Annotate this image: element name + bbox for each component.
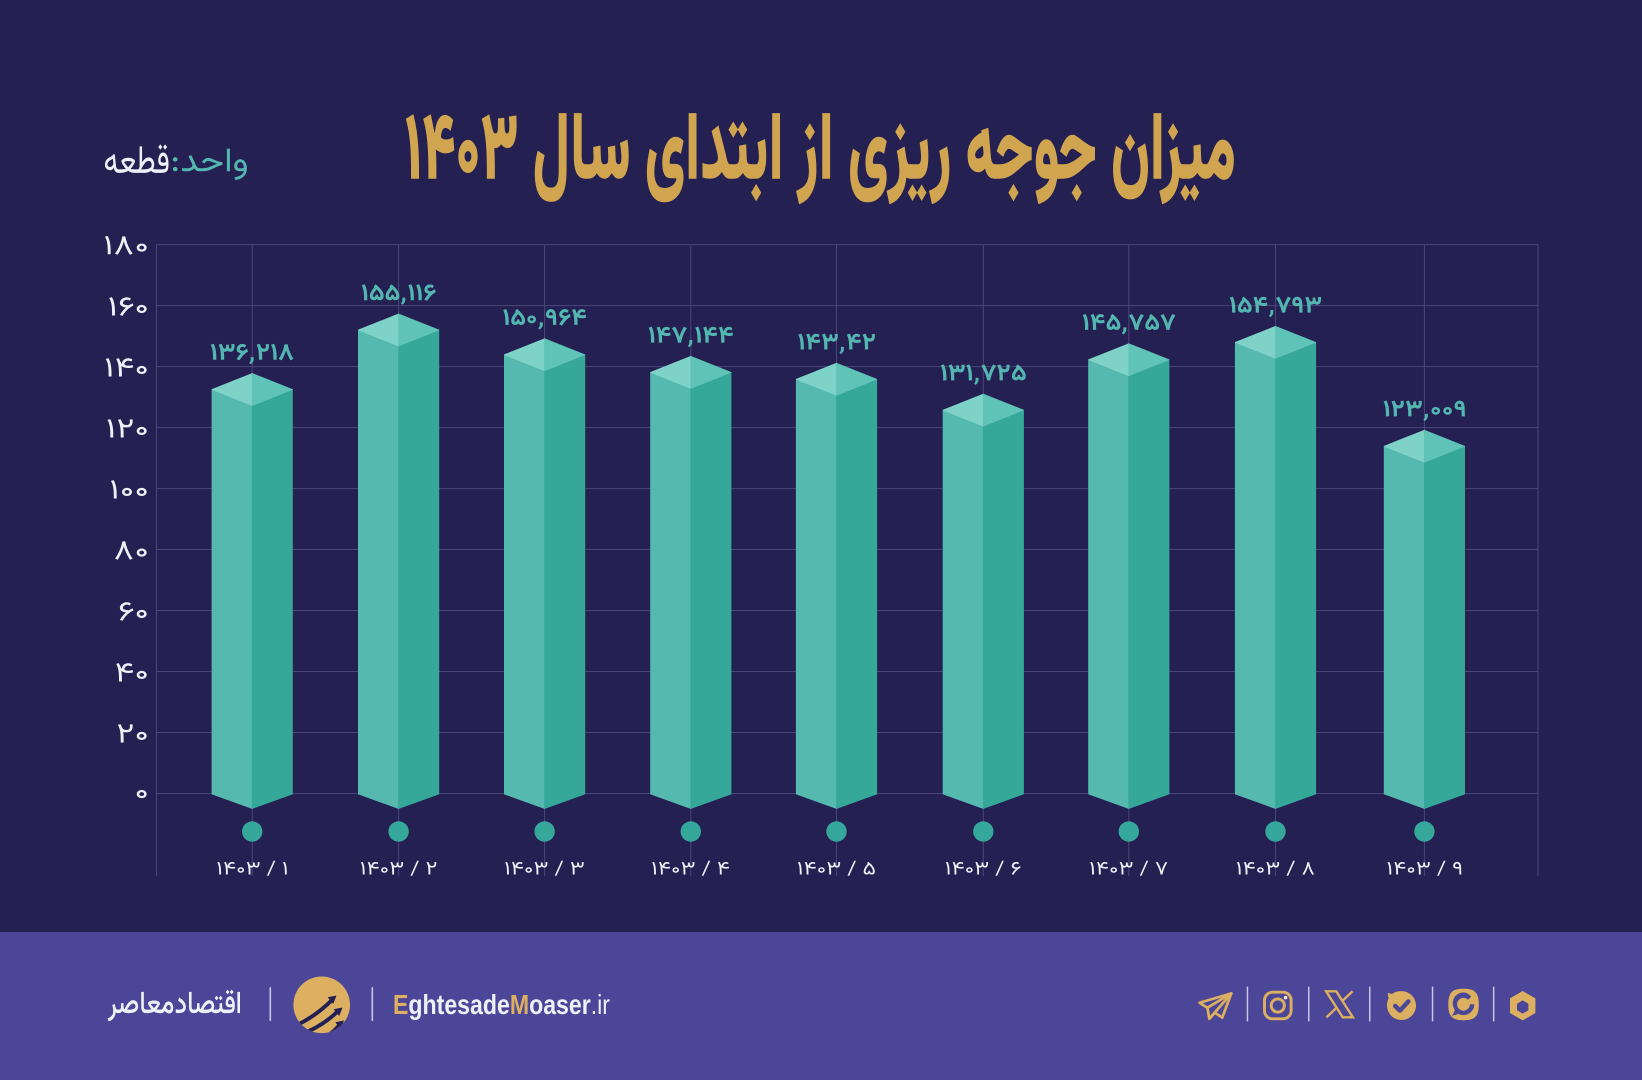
svg-text:EghtesadeMoaser.ir: EghtesadeMoaser.ir bbox=[393, 989, 610, 1020]
